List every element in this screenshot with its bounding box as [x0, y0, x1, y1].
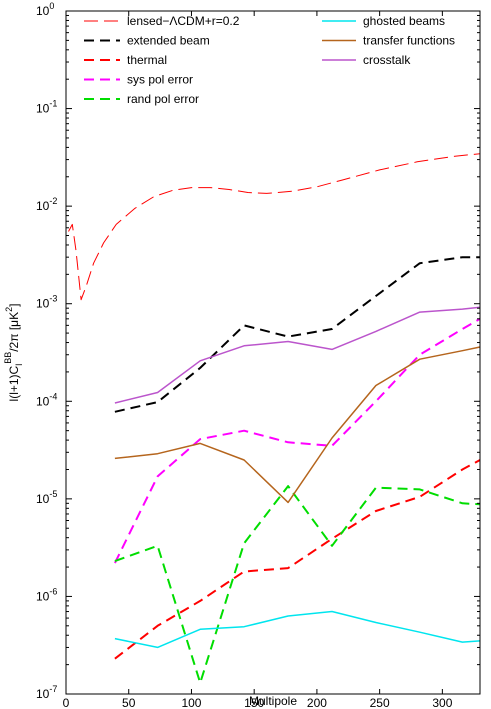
legend-label: thermal [127, 53, 167, 67]
series-line-1 [114, 256, 480, 413]
y-tick-label: 10-3 [36, 294, 57, 311]
y-tick-label: 10-4 [36, 391, 57, 408]
x-tick-label: 250 [370, 696, 390, 709]
series-line-7 [114, 306, 481, 404]
series-layer [68, 153, 481, 684]
legend-label: ghosted beams [363, 14, 445, 28]
legend-label: sys pol error [127, 73, 193, 87]
y-tick-label: 10-5 [36, 489, 57, 506]
series-line-5 [114, 610, 481, 649]
y-tick-label: 10-2 [36, 196, 57, 213]
y-tick-label: 10-6 [36, 586, 57, 603]
y-tick-label: 10-7 [36, 684, 57, 701]
legend-label: crosstalk [363, 53, 411, 67]
x-tick-label: 50 [122, 696, 136, 709]
y-axis-title: l(l+1)ClBB/2π [μK2] [3, 304, 24, 402]
y-tick-label: 100 [36, 1, 54, 18]
plot-frame [65, 10, 481, 695]
ticks-layer: 0 50 100 150 200 250 300 10-7 10-6 10-5 10-4 10-3 10… [36, 1, 480, 709]
legend: lensed−ΛCDM+r=0.2 extended beam thermal sys… [84, 14, 455, 106]
series-line-2 [114, 459, 481, 660]
x-tick-label: 200 [307, 696, 327, 709]
x-tick-label: 0 [63, 696, 70, 709]
legend-label: rand pol error [127, 92, 199, 106]
series-line-3 [114, 317, 481, 564]
series-line-4 [114, 485, 481, 684]
legend-label: extended beam [127, 34, 210, 48]
legend-label: transfer functions [363, 34, 455, 48]
x-axis-title: Multipole [249, 694, 297, 708]
x-tick-label: 300 [432, 696, 452, 709]
series-line-6 [114, 346, 481, 504]
y-tick-label: 10-1 [36, 99, 57, 116]
x-tick-label: 100 [181, 696, 201, 709]
x-tick-label: 150 [244, 696, 264, 709]
series-line-0 [68, 153, 481, 301]
legend-label: lensed−ΛCDM+r=0.2 [127, 14, 240, 28]
